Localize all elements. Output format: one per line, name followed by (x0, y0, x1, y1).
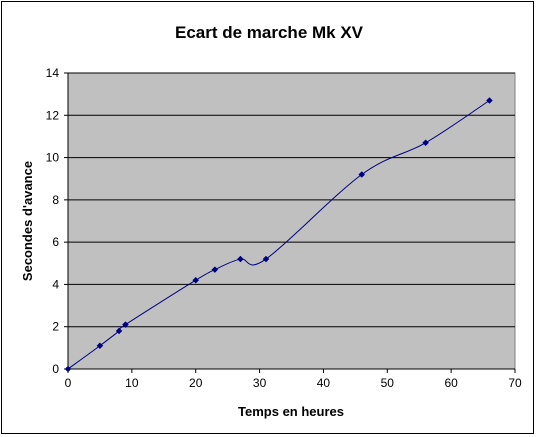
data-point-5 (211, 266, 219, 273)
y-tick-label-2: 4 (52, 277, 59, 291)
y-tick-label-4: 8 (52, 193, 59, 207)
x-tick-label-4: 40 (317, 376, 331, 390)
data-point-3 (122, 321, 129, 328)
series-layer (64, 97, 493, 373)
data-point-6 (237, 255, 244, 263)
y-tick-label-0: 0 (52, 362, 59, 376)
y-tick-label-3: 6 (52, 235, 59, 249)
y-axis-label: Secondes d'avance (20, 161, 35, 281)
data-point-7 (262, 255, 270, 263)
gridlines (68, 72, 515, 328)
data-point-0 (64, 365, 72, 373)
x-tick-label-5: 50 (381, 376, 395, 390)
data-point-9 (422, 139, 429, 147)
x-tick-label-0: 0 (65, 376, 72, 390)
x-tick-label-6: 60 (444, 376, 458, 390)
x-axis-label: Temps en heures (238, 404, 344, 419)
x-tick-label-7: 70 (508, 376, 522, 390)
y-tick-label-6: 12 (46, 108, 60, 122)
y-tick-label-7: 14 (46, 66, 60, 80)
data-point-10 (486, 97, 493, 104)
y-axis-ticks: 0 2 4 6 8 10 12 14 (46, 66, 68, 376)
x-tick-label-3: 30 (253, 376, 267, 390)
x-axis-ticks: 0 10 20 30 40 50 60 70 (65, 369, 522, 390)
y-tick-label-5: 10 (46, 151, 60, 165)
plot-area (67, 72, 516, 370)
x-tick-label-1: 10 (125, 376, 139, 390)
chart-title: Ecart de marche Mk XV (175, 23, 364, 42)
data-point-1 (96, 342, 104, 350)
data-point-2 (115, 327, 123, 335)
data-point-4 (192, 276, 200, 284)
data-point-8 (358, 171, 366, 178)
x-tick-label-2: 20 (189, 376, 203, 390)
y-tick-label-1: 2 (52, 320, 59, 334)
axes (67, 73, 515, 370)
